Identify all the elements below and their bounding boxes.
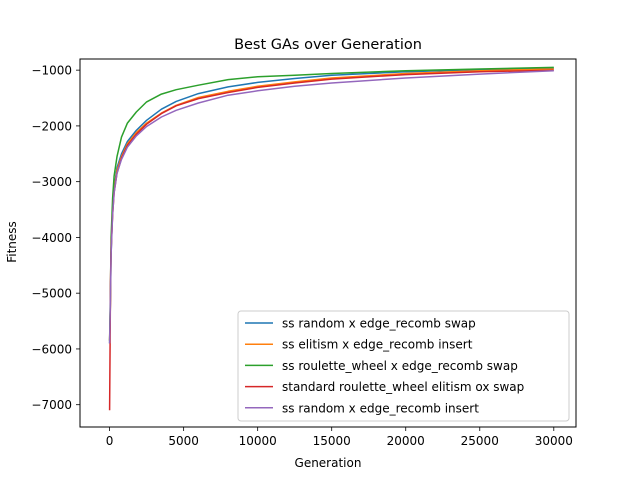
legend: ss random x edge_recomb swap ss elitism x… (237, 310, 570, 422)
y-axis-ticks: −7000 −6000 −5000 −4000 −3000 −2000 −1000 (31, 64, 80, 412)
legend-frame (237, 310, 570, 422)
y-tick-label: −5000 (31, 287, 72, 301)
y-tick-label: −6000 (31, 342, 72, 356)
legend-label: standard roulette_wheel elitism ox swap (282, 380, 524, 394)
x-tick-label: 30000 (535, 434, 573, 448)
x-tick-label: 20000 (387, 434, 425, 448)
x-tick-label: 25000 (461, 434, 499, 448)
y-tick-label: −4000 (31, 231, 72, 245)
y-tick-label: −2000 (31, 119, 72, 133)
chart-title: Best GAs over Generation (234, 37, 422, 53)
legend-label: ss random x edge_recomb insert (282, 401, 479, 415)
legend-label: ss elitism x edge_recomb insert (282, 338, 473, 352)
series-layer (108, 66, 554, 411)
y-tick-label: −1000 (31, 64, 72, 78)
x-axis-label: Generation (295, 456, 362, 470)
x-axis-ticks: 0 5000 10000 15000 20000 25000 30000 (106, 427, 573, 448)
x-tick-label: 5000 (168, 434, 199, 448)
legend-label: ss random x edge_recomb swap (282, 317, 476, 331)
series-line-5 (108, 69, 554, 344)
y-axis-label: Fitness (5, 221, 19, 263)
plot-area-frame (79, 58, 577, 428)
x-tick-label: 10000 (239, 434, 277, 448)
legend-label: ss roulette_wheel x edge_recomb swap (282, 359, 518, 373)
y-tick-label: −7000 (31, 398, 72, 412)
x-tick-label: 15000 (313, 434, 351, 448)
series-line-3 (108, 66, 554, 341)
x-tick-label: 0 (106, 434, 114, 448)
y-tick-label: −3000 (31, 175, 72, 189)
